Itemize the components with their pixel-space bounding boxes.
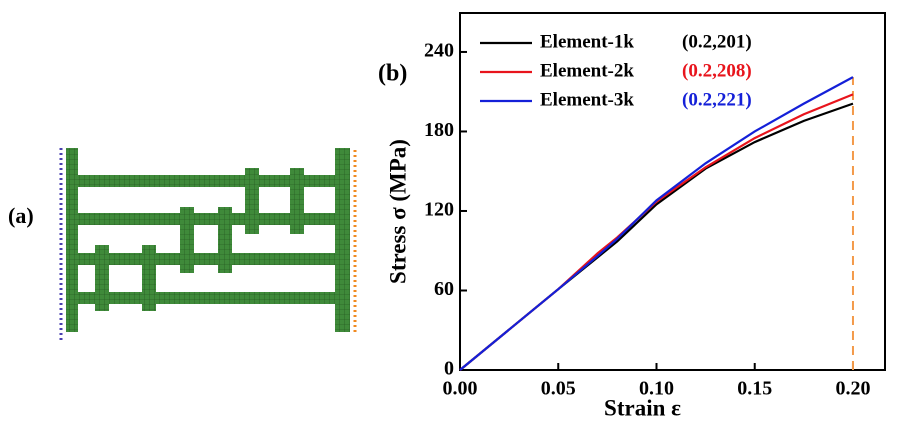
- legend-annotation: (0.2,208): [682, 60, 752, 81]
- legend-label: Element-1k: [540, 31, 634, 52]
- x-axis-label: Strain ε: [604, 395, 681, 420]
- x-tick-label: 0.00: [443, 378, 478, 400]
- y-axis-label: Stress σ (MPa): [385, 139, 410, 284]
- y-tick-label: 60: [434, 278, 454, 300]
- data-line: [460, 104, 853, 370]
- x-tick-label: 0.05: [541, 378, 576, 400]
- legend-annotation: (0.2,221): [682, 89, 752, 110]
- y-tick-label: 180: [424, 119, 454, 141]
- x-tick-label: 0.15: [737, 378, 772, 400]
- legend-annotation: (0.2,201): [682, 31, 752, 52]
- data-line: [460, 94, 853, 370]
- y-tick-label: 240: [424, 40, 454, 62]
- data-line: [460, 77, 853, 370]
- y-tick-label: 120: [424, 199, 454, 221]
- y-tick-label: 0: [444, 358, 454, 380]
- panel-label: (a): [8, 203, 34, 228]
- mesh-model: [66, 148, 350, 332]
- figure: (a) (b)0.000.050.100.150.20060120180240S…: [0, 0, 897, 429]
- panel-label: (b): [378, 61, 407, 87]
- x-tick-label: 0.20: [835, 378, 870, 400]
- legend-label: Element-3k: [540, 89, 634, 110]
- legend-label: Element-2k: [540, 60, 634, 81]
